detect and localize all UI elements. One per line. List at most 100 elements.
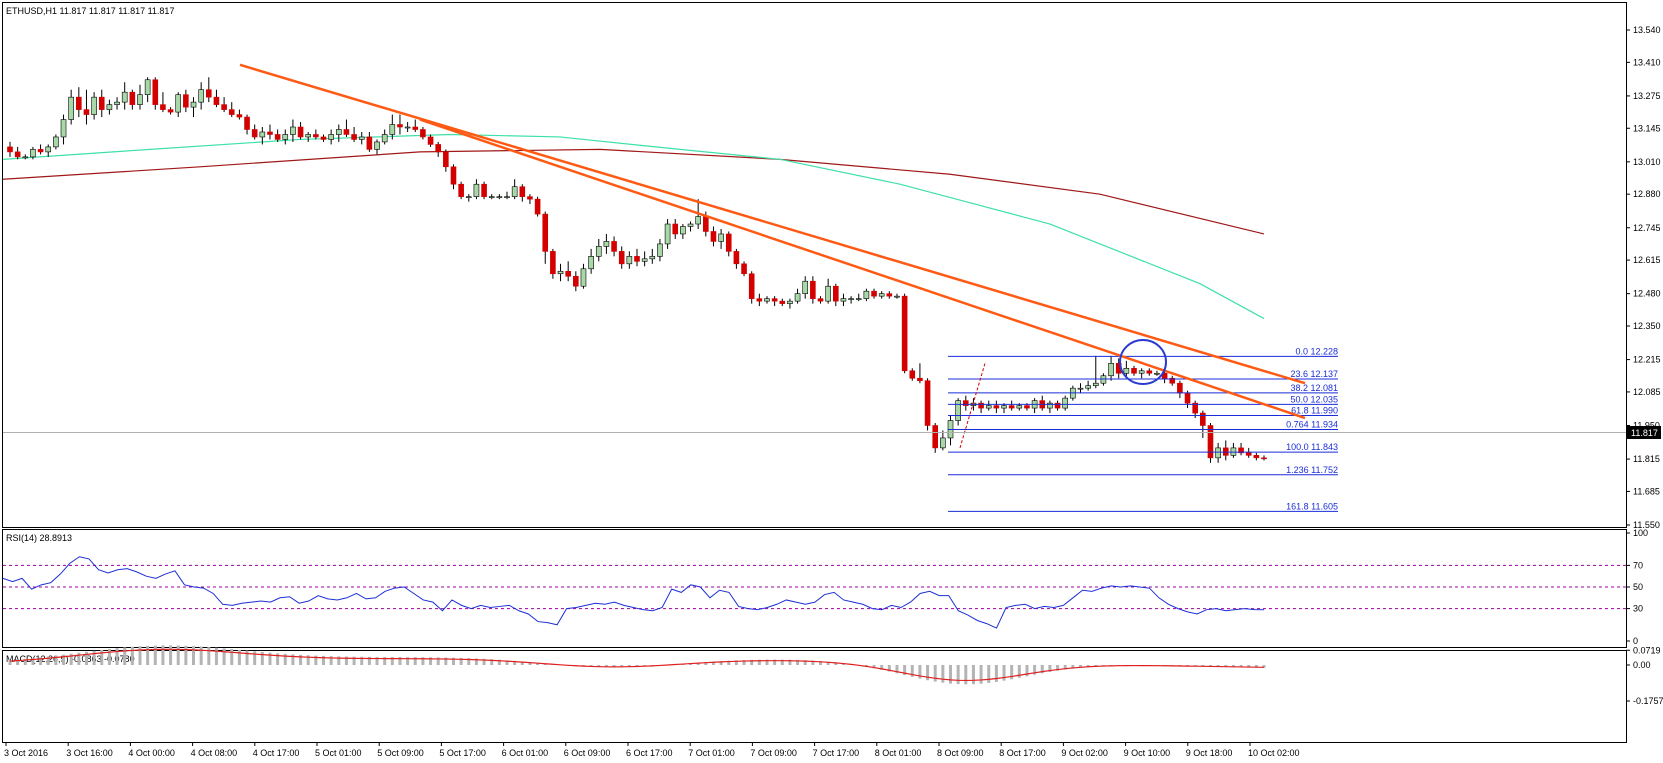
candle-body (962, 400, 969, 406)
candle-body (190, 101, 197, 108)
candle-body (274, 134, 281, 140)
time-tick-label: 4 Oct 08:00 (191, 748, 238, 758)
time-axis: 3 Oct 2016 3 Oct 16:00 4 Oct 00:00 4 Oct 08… (4, 742, 1300, 758)
candle-body (473, 183, 480, 197)
time-tick-label: 7 Oct 17:00 (813, 748, 860, 758)
candle-body (259, 131, 266, 138)
candle-body (534, 198, 541, 215)
fib-level-label: 0.764 11.934 (1286, 419, 1338, 429)
time-tick-label: 9 Oct 10:00 (1124, 748, 1171, 758)
candle-body (1062, 397, 1068, 409)
candle-body (1054, 402, 1061, 409)
candle-body (1184, 392, 1191, 404)
candle-body (1200, 412, 1206, 426)
candle-body (1123, 367, 1130, 374)
fast-moving-average-line (2, 133, 1265, 320)
candle-body (848, 298, 854, 300)
highlight-circle (1119, 339, 1167, 385)
candle-body (381, 134, 388, 143)
candle-body (810, 280, 816, 299)
candle-body (305, 134, 312, 138)
candle-body (672, 223, 679, 235)
candle-body (1238, 447, 1244, 454)
candle-body (955, 400, 961, 421)
candle-body (1146, 370, 1153, 374)
panel-frames (2, 2, 1627, 743)
candle-body (542, 213, 549, 252)
candle-body (917, 377, 923, 382)
candle-body (626, 256, 633, 265)
candle-body (60, 119, 67, 138)
candle-body (940, 437, 946, 449)
candle-body (550, 251, 556, 275)
candle-body (595, 246, 602, 257)
candle-body (167, 109, 174, 113)
candle-body (932, 425, 939, 449)
price-tick-label: 13.540 (1633, 25, 1661, 35)
time-tick-label: 10 Oct 02:00 (1248, 748, 1300, 758)
candle-body (901, 295, 908, 372)
upper-trendline (239, 63, 1306, 385)
candle-body (137, 94, 143, 105)
rsi-tick-label: 50 (1633, 582, 1643, 592)
candle-body (1154, 372, 1160, 375)
candle-body (588, 256, 594, 270)
fib-level-label: 50.0 12.035 (1290, 394, 1338, 404)
candle-body (1108, 363, 1114, 377)
candle-body (98, 96, 105, 110)
candle-body (725, 233, 732, 252)
candle-body (748, 273, 755, 299)
candle-body (771, 298, 778, 302)
candle-body (251, 129, 258, 138)
candle-body (366, 136, 373, 150)
candle-body (1092, 382, 1099, 387)
candle-body (787, 300, 793, 304)
candle-body (83, 109, 90, 115)
candle-body (680, 226, 686, 235)
candle-body (511, 186, 518, 197)
price-tick-label: 12.615 (1633, 255, 1661, 265)
candle-body (30, 149, 36, 158)
candle-body (756, 298, 763, 302)
time-tick-label: 3 Oct 2016 (4, 748, 48, 758)
time-tick-label: 6 Oct 09:00 (564, 748, 611, 758)
time-tick-label: 9 Oct 02:00 (1061, 748, 1108, 758)
price-tick-label: 13.275 (1633, 91, 1661, 101)
rsi-panel-frame (2, 529, 1627, 648)
candle-body (14, 151, 21, 158)
candle-body (404, 126, 411, 129)
candle-body (871, 290, 877, 297)
candle-body (978, 402, 984, 409)
price-tick-label: 12.745 (1633, 223, 1661, 233)
candle-body (733, 251, 740, 265)
candle-body (313, 134, 319, 138)
candle-body (198, 89, 204, 103)
candle-body (144, 79, 151, 95)
candle-body (412, 126, 419, 130)
candle-body (328, 134, 334, 140)
candle-body (53, 136, 59, 148)
price-tick-label: 12.085 (1633, 387, 1661, 397)
candle-body (1215, 447, 1221, 459)
rsi-tick-label: 70 (1633, 560, 1643, 570)
candle-body (160, 104, 166, 110)
candle-body (825, 285, 831, 302)
candle-body (527, 196, 533, 200)
candle-body (641, 258, 648, 262)
price-tick-label: 12.350 (1633, 321, 1661, 331)
candle-body (213, 96, 220, 105)
candle-body (573, 275, 579, 287)
candle-body (779, 300, 786, 304)
candle-body (435, 144, 441, 153)
moving-averages (2, 133, 1265, 320)
candle-body (465, 196, 472, 198)
fib-level-label: 61.8 11.990 (1291, 406, 1338, 416)
price-tick-label: 13.010 (1633, 157, 1661, 167)
candle-body (833, 285, 839, 302)
candle-body (1077, 387, 1084, 390)
candle-body (1261, 457, 1267, 460)
candle-body (718, 233, 724, 242)
candle-body (657, 243, 663, 257)
